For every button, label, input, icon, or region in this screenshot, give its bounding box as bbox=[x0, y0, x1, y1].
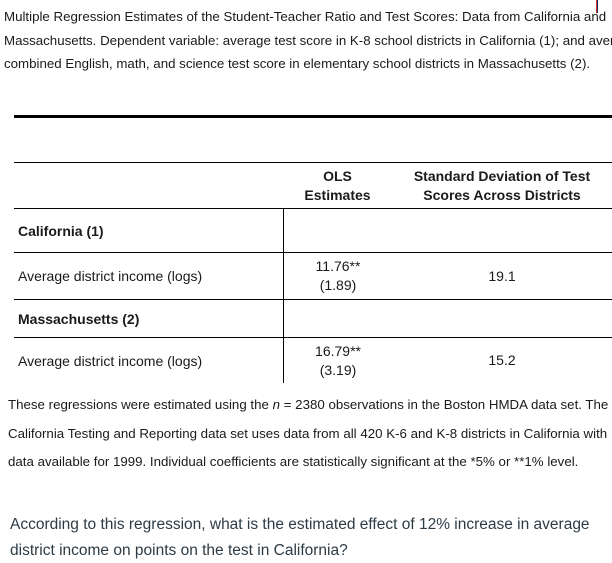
footnote-part-1: These regressions were estimated using t… bbox=[8, 397, 273, 412]
quiz-question-text: According to this regression, what is th… bbox=[10, 516, 590, 559]
row-label-massachusetts: Massachusetts (2) bbox=[18, 310, 140, 327]
header-stddev-line2: Scores Across Districts bbox=[423, 186, 581, 203]
row-label-ma-income: Average district income (logs) bbox=[18, 352, 203, 369]
header-empty-cell bbox=[14, 163, 283, 208]
header-ols-line2: Estimates bbox=[304, 186, 371, 203]
header-stddev-line1: Standard Deviation of Test bbox=[413, 167, 591, 184]
row-ca-income-estimate-cell: 11.76** (1.89) bbox=[283, 253, 392, 299]
ca-income-se: (1.89) bbox=[319, 277, 357, 293]
table-row-california: California (1) bbox=[14, 209, 612, 253]
ca-income-estimate: 11.76** bbox=[315, 258, 361, 274]
ma-income-estimate: 16.79** bbox=[315, 342, 361, 359]
caption-line-2: Massachusetts. Dependent variable: avera… bbox=[4, 32, 612, 48]
artifact-navy-stripe bbox=[597, 0, 598, 13]
row-ca-income-sd-cell: 19.1 bbox=[392, 253, 612, 299]
table-spacer bbox=[14, 118, 612, 162]
table-row-massachusetts: Massachusetts (2) bbox=[14, 300, 612, 338]
footnote-part-3: California Testing and Reporting data se… bbox=[8, 425, 608, 441]
header-ols-line1: OLS bbox=[323, 167, 352, 184]
ma-income-se: (3.19) bbox=[319, 361, 357, 378]
row-label-california: California (1) bbox=[18, 222, 104, 239]
footnote-italic-n: n bbox=[272, 397, 281, 412]
row-ma-income-estimate-cell: 16.79** (3.19) bbox=[283, 338, 392, 383]
ma-income-sd: 15.2 bbox=[488, 352, 516, 368]
table-header-row: OLS Estimates Standard Deviation of Test… bbox=[14, 162, 612, 209]
header-std-dev: Standard Deviation of Test Scores Across… bbox=[392, 163, 612, 208]
table-caption: Multiple Regression Estimates of the Stu… bbox=[4, 5, 612, 76]
regression-table: OLS Estimates Standard Deviation of Test… bbox=[14, 115, 612, 383]
row-ma-sd-cell bbox=[392, 300, 612, 337]
screen-edge-artifact bbox=[596, 0, 598, 13]
header-ols-estimates: OLS Estimates bbox=[283, 163, 392, 208]
table-top-rule bbox=[14, 115, 612, 118]
row-ma-income-sd-cell: 15.2 bbox=[392, 338, 612, 383]
ca-income-sd: 19.1 bbox=[488, 267, 516, 284]
table-row-ma-income: Average district income (logs) 16.79** (… bbox=[14, 338, 612, 383]
row-california-estimate-cell bbox=[283, 209, 392, 252]
artifact-red-stripe bbox=[596, 0, 597, 13]
table-row-ca-income: Average district income (logs) 11.76** (… bbox=[14, 253, 612, 300]
footnote-part-2: = 2380 observations in the Boston HMDA d… bbox=[280, 397, 609, 412]
caption-line-1: Multiple Regression Estimates of the Stu… bbox=[4, 9, 607, 24]
row-california-sd-cell bbox=[392, 209, 612, 252]
caption-line-3: combined English, math, and science test… bbox=[4, 56, 591, 71]
row-ma-estimate-cell bbox=[283, 300, 392, 337]
footnote-part-4: data available for 1999. Individual coef… bbox=[8, 454, 579, 469]
table-footnote: These regressions were estimated using t… bbox=[8, 391, 610, 477]
row-label-ca-income: Average district income (logs) bbox=[18, 268, 203, 284]
